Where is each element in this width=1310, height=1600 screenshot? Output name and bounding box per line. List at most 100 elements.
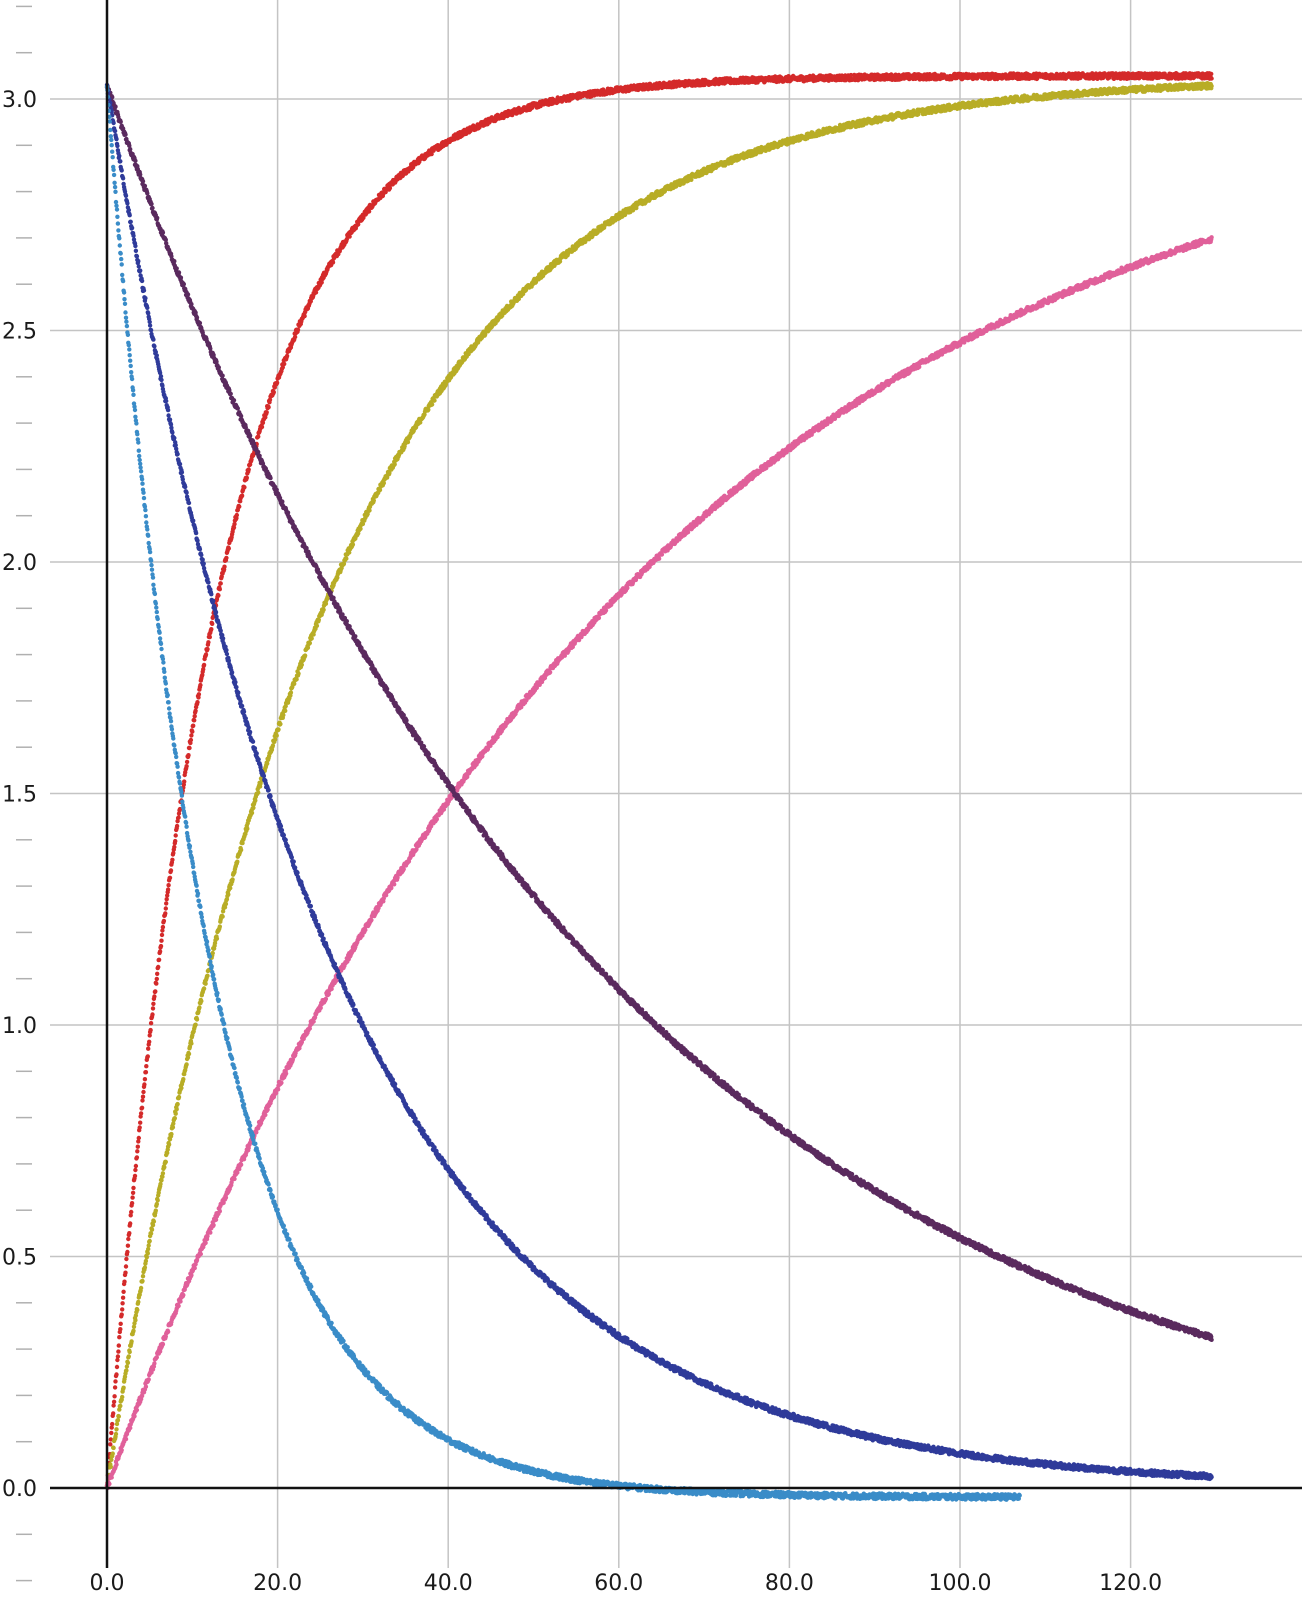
data-point — [135, 1307, 140, 1313]
data-point — [302, 313, 307, 319]
data-point — [118, 1327, 123, 1332]
data-point — [133, 1167, 138, 1173]
data-point — [164, 901, 169, 906]
data-point — [159, 938, 164, 943]
data-point — [211, 1222, 216, 1228]
data-point — [167, 875, 173, 880]
data-point — [1209, 83, 1214, 89]
data-point — [145, 1054, 150, 1059]
data-point — [190, 729, 195, 734]
data-point — [123, 1436, 129, 1442]
data-point — [120, 1394, 125, 1400]
data-point — [163, 1159, 168, 1165]
data-point — [143, 1258, 149, 1264]
data-point — [151, 1219, 157, 1224]
data-point — [198, 682, 203, 688]
data-point — [238, 1162, 244, 1167]
data-point — [230, 877, 235, 882]
data-point — [169, 1131, 174, 1137]
data-point — [114, 1462, 119, 1467]
data-point — [253, 798, 258, 803]
data-point — [264, 410, 269, 415]
data-point — [163, 911, 168, 916]
data-point — [214, 936, 220, 941]
data-point — [154, 981, 159, 986]
data-point — [154, 976, 159, 982]
data-point — [188, 737, 194, 743]
data-point — [116, 1343, 122, 1348]
data-point — [186, 1051, 192, 1057]
data-point — [173, 833, 178, 838]
data-point — [426, 407, 431, 412]
data-point — [146, 1377, 151, 1382]
data-point — [135, 1144, 140, 1149]
data-point — [127, 1231, 132, 1236]
data-point — [170, 857, 175, 862]
data-point — [131, 1185, 136, 1191]
data-point — [267, 397, 273, 402]
data-point — [330, 260, 336, 265]
data-point — [193, 708, 198, 713]
data-point — [138, 1285, 144, 1291]
data-point — [256, 790, 261, 795]
data-point — [126, 1236, 131, 1242]
data-point — [273, 737, 278, 742]
data-point — [210, 621, 215, 626]
data-point — [194, 1017, 200, 1022]
data-point — [148, 1021, 154, 1026]
data-point — [184, 1062, 189, 1067]
data-point — [344, 556, 349, 561]
data-point — [319, 280, 324, 285]
data-point — [228, 885, 233, 891]
data-point — [118, 1403, 123, 1409]
data-point — [217, 924, 222, 929]
data-point — [116, 1414, 122, 1419]
data-point — [218, 581, 223, 586]
data-point — [184, 759, 190, 765]
data-point — [132, 1173, 138, 1179]
data-point — [295, 327, 301, 332]
data-point — [172, 844, 177, 850]
data-point — [114, 1372, 119, 1377]
data-point — [151, 1001, 156, 1006]
data-point — [128, 1221, 133, 1226]
data-point — [170, 1125, 176, 1130]
data-point — [186, 753, 191, 758]
data-point — [244, 475, 249, 480]
data-point — [246, 467, 251, 472]
data-point — [153, 1208, 158, 1213]
data-point — [115, 1354, 121, 1359]
data-point — [156, 964, 161, 970]
data-point — [164, 897, 169, 902]
data-point — [136, 1299, 141, 1305]
data-point — [193, 1022, 198, 1027]
data-point — [121, 1385, 126, 1390]
data-point — [278, 721, 283, 727]
data-point — [237, 504, 242, 509]
data-point — [142, 1082, 147, 1087]
data-point — [140, 1098, 145, 1103]
data-point — [136, 1135, 141, 1141]
data-point — [173, 1111, 178, 1116]
data-point — [156, 957, 162, 962]
data-point — [155, 1198, 160, 1203]
data-point — [152, 994, 157, 999]
data-point — [141, 1089, 146, 1095]
data-point — [239, 493, 245, 498]
data-point — [131, 1328, 136, 1334]
data-point — [176, 1303, 181, 1309]
data-point — [160, 924, 166, 930]
data-point — [181, 1292, 186, 1298]
data-point — [259, 424, 265, 430]
data-point — [133, 1163, 139, 1169]
data-point — [245, 826, 250, 831]
data-point — [280, 365, 285, 370]
data-point — [220, 914, 225, 919]
data-point — [238, 847, 244, 853]
data-point — [347, 234, 352, 239]
data-point — [207, 634, 212, 640]
data-point — [145, 1251, 150, 1256]
data-point — [235, 859, 240, 864]
data-point — [158, 943, 164, 949]
data-point — [144, 1255, 149, 1260]
